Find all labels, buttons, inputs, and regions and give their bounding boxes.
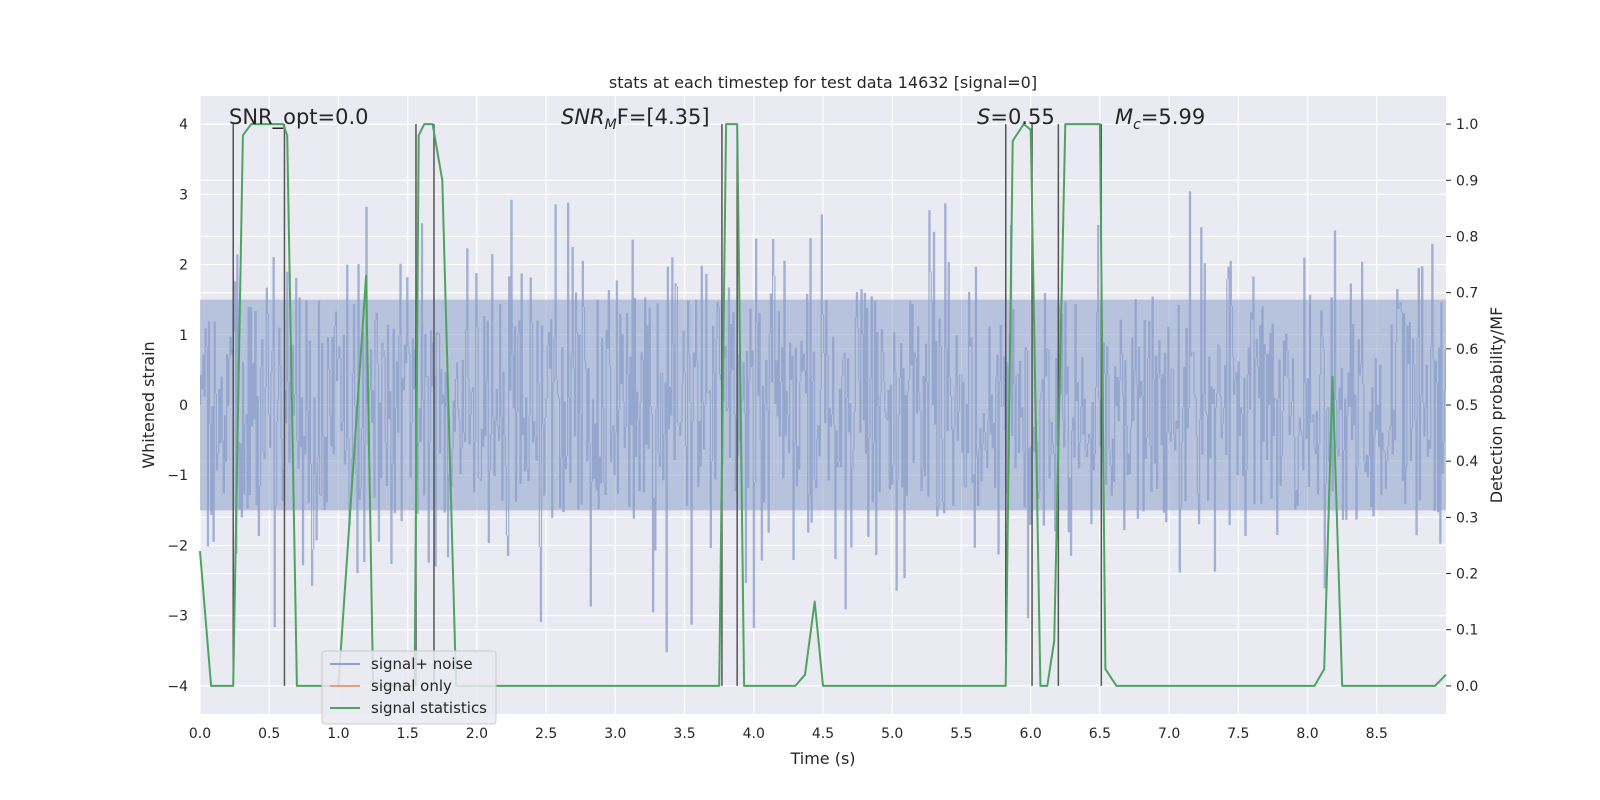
y-axis-label: Whitened strain	[139, 341, 158, 468]
y-tick-label: −4	[167, 679, 188, 695]
x-tick-label: 0.0	[189, 726, 211, 742]
y-tick-label: 4	[179, 117, 188, 133]
x-tick-label: 8.0	[1296, 726, 1318, 742]
x-tick-label: 2.5	[535, 726, 557, 742]
noise-core-band	[200, 299, 1446, 511]
mc-annotation: Mc=5.99	[1115, 105, 1205, 133]
s-annotation: S=0.55	[977, 105, 1055, 129]
x-tick-label: 6.5	[1089, 726, 1111, 742]
y2-tick-label: 0.2	[1456, 567, 1478, 583]
mc-value: =5.99	[1141, 105, 1205, 129]
y2-axis-label: Detection probability/MF	[1487, 307, 1506, 504]
y-tick-label: −3	[167, 609, 188, 625]
vertical-marker-lines	[232, 124, 1103, 686]
snr-mf-annotation: SNRMF=[4.35]	[561, 105, 710, 133]
y-tick-label: 2	[179, 258, 188, 274]
s-label: S	[977, 105, 990, 129]
signal-statistics-series	[199, 123, 1447, 687]
y2-tick-label: 0.0	[1456, 679, 1478, 695]
y-tick-label: 3	[179, 187, 188, 203]
legend: signal+ noise signal only signal statist…	[321, 650, 497, 725]
x-tick-label: 0.5	[258, 726, 280, 742]
snr-mf-subscript: M	[605, 117, 617, 133]
y2-tick-label: 0.4	[1456, 454, 1478, 470]
x-tick-label: 4.5	[812, 726, 834, 742]
legend-label-signal-only: signal only	[371, 677, 452, 695]
y2-tick-label: 0.6	[1456, 342, 1478, 358]
x-tick-label: 8.5	[1366, 726, 1388, 742]
legend-label-signal-noise: signal+ noise	[371, 655, 473, 673]
y2-tick-label: 0.9	[1456, 173, 1478, 189]
legend-box	[321, 650, 497, 725]
mc-subscript: c	[1133, 117, 1141, 133]
y-tick-label: 0	[179, 398, 188, 414]
y2-tick-label: 0.8	[1456, 229, 1478, 245]
y2-tick-label: 1.0	[1456, 117, 1478, 133]
x-tick-label: 1.5	[397, 726, 419, 742]
y2-tick-label: 0.5	[1456, 398, 1478, 414]
chart-title: stats at each timestep for test data 146…	[609, 73, 1037, 92]
snr-opt-annotation: SNR_opt=0.0	[229, 105, 369, 130]
x-tick-label: 2.0	[466, 726, 488, 742]
y-axis-ticks: −4 −3 −2 −1 0 1 2 3 4	[167, 117, 188, 695]
s-value: =0.55	[990, 105, 1054, 129]
y2-tick-label: 0.3	[1456, 510, 1478, 526]
x-tick-label: 4.0	[743, 726, 765, 742]
y-tick-label: 1	[179, 328, 188, 344]
x-tick-label: 1.0	[327, 726, 349, 742]
x-tick-label: 5.0	[881, 726, 903, 742]
snr-mf-rest: F=[4.35]	[617, 105, 710, 129]
legend-label-signal-statistics: signal statistics	[371, 699, 487, 717]
x-tick-label: 7.0	[1158, 726, 1180, 742]
x-axis-ticks: 0.0 0.5 1.0 1.5 2.0 2.5 3.0 3.5 4.0 4.5 5.0 5.5 6.0 6…	[189, 726, 1388, 742]
y-tick-label: −2	[167, 538, 188, 554]
y2-tick-label: 0.1	[1456, 623, 1478, 639]
x-tick-label: 3.0	[604, 726, 626, 742]
x-axis-label: Time (s)	[789, 749, 855, 768]
x-tick-label: 7.5	[1227, 726, 1249, 742]
y2-tick-label: 0.7	[1456, 286, 1478, 302]
signal-noise-series	[200, 191, 1446, 653]
signal-statistics-line	[199, 123, 1447, 687]
snr-mf-base: SNR	[561, 105, 605, 129]
x-tick-label: 5.5	[950, 726, 972, 742]
y2-axis-ticks: 0.0 0.1 0.2 0.3 0.4 0.5 0.6 0.7 0.8 0.9 1.0	[1446, 117, 1478, 695]
x-tick-label: 6.0	[1020, 726, 1042, 742]
x-tick-label: 3.5	[673, 726, 695, 742]
mc-base: M	[1115, 105, 1133, 129]
y-tick-label: −1	[167, 468, 188, 484]
